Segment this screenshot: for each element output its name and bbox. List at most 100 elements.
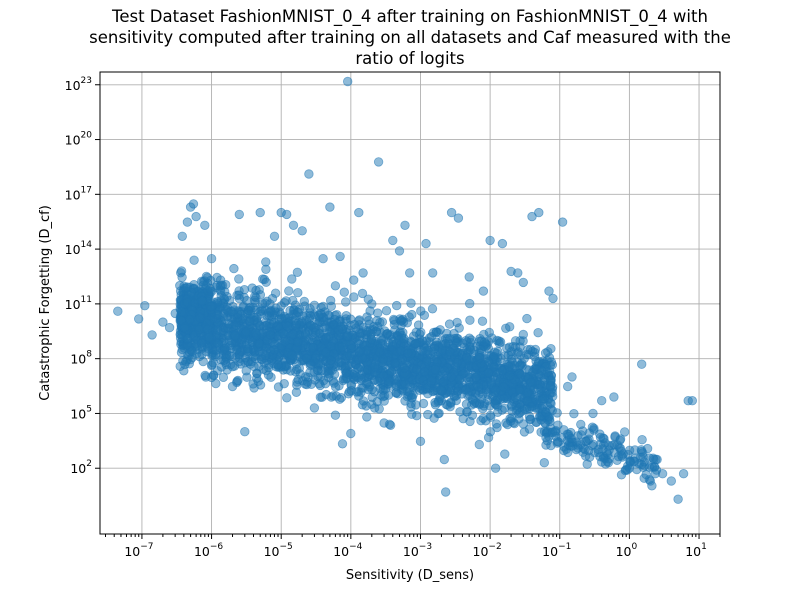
scatter-point (271, 303, 281, 313)
scatter-point (357, 400, 368, 410)
scatter-point (330, 281, 341, 291)
scatter-point (318, 254, 328, 264)
scatter-point (343, 389, 354, 399)
scatter-point (403, 348, 413, 358)
scatter-point (571, 437, 582, 447)
scatter-point (453, 213, 464, 223)
scatter-point (339, 287, 350, 297)
scatter-point (589, 425, 599, 435)
scatter-point (288, 220, 299, 231)
scatter-point (323, 368, 334, 378)
scatter-point (234, 290, 244, 300)
scatter-point (354, 347, 364, 357)
scatter-point (255, 207, 265, 218)
scatter-point (212, 272, 222, 283)
scatter-point (326, 355, 336, 366)
chart-title-line-3: ratio of logits (355, 49, 464, 68)
scatter-point (471, 372, 481, 382)
scatter-point (335, 251, 345, 262)
scatter-point (407, 392, 418, 403)
scatter-point (391, 388, 401, 398)
scatter-point (263, 370, 274, 380)
scatter-point (273, 360, 283, 370)
scatter-point (479, 337, 490, 347)
scatter-point (485, 427, 496, 437)
scatter-point (334, 357, 344, 367)
scatter-point (492, 422, 502, 433)
scatter-point (465, 344, 476, 355)
scatter-point (464, 272, 474, 282)
scatter-point (363, 294, 374, 304)
scatter-point (461, 385, 471, 395)
scatter-point (547, 427, 558, 437)
chart-title-line-2: sensitivity computed after training on a… (89, 28, 731, 47)
scatter-point (490, 385, 501, 395)
scatter-point (454, 323, 464, 333)
scatter-point (597, 396, 607, 406)
y-tick-label: 1023 (65, 76, 92, 93)
scatter-point (280, 336, 290, 347)
scatter-point (344, 350, 355, 361)
scatter-point (422, 356, 432, 366)
scatter-point (305, 360, 316, 371)
scatter-point (265, 330, 276, 340)
scatter-point (287, 350, 297, 360)
scatter-point (417, 346, 427, 356)
x-tick-label: 10−1 (542, 542, 571, 559)
scatter-point (182, 217, 193, 227)
scatter-point (189, 255, 199, 265)
scatter-point (140, 301, 150, 311)
scatter-point (541, 407, 551, 418)
scatter-point (181, 283, 191, 293)
scatter-point (519, 427, 530, 437)
scatter-point (542, 367, 552, 377)
scatter-point (164, 322, 175, 333)
y-tick-label: 105 (70, 404, 92, 421)
scatter-point (520, 404, 530, 414)
scatter-point (362, 312, 372, 322)
scatter-point (446, 207, 457, 218)
scatter-point (503, 350, 514, 360)
scatter-point (515, 336, 525, 346)
scatter-point (678, 469, 689, 479)
scatter-point (618, 449, 628, 459)
scatter-point (314, 310, 324, 321)
scatter-point (563, 429, 574, 440)
scatter-point (261, 350, 271, 361)
scatter-point (427, 304, 438, 314)
y-tick-label: 102 (70, 459, 92, 476)
scatter-point (411, 364, 422, 375)
scatter-point (490, 398, 500, 408)
scatter-point (638, 448, 648, 458)
scatter-point (516, 370, 526, 380)
scatter-point (282, 321, 293, 331)
scatter-point (533, 328, 543, 338)
scatter-point (544, 286, 554, 296)
scatter-point (369, 362, 380, 372)
scatter-point (518, 277, 529, 288)
scatter-point (504, 361, 514, 372)
scatter-point (376, 333, 386, 343)
scatter-point (288, 329, 298, 340)
scatter-point (540, 375, 550, 385)
scatter-point (477, 316, 488, 326)
scatter-point (625, 457, 635, 468)
scatter-point (407, 309, 417, 320)
scatter-point (147, 330, 157, 340)
scatter-point (620, 427, 630, 437)
scatter-point (218, 372, 229, 383)
scatter-point (439, 454, 450, 465)
scatter-point (341, 368, 351, 379)
scatter-point (379, 391, 390, 401)
scatter-point (341, 297, 351, 307)
scatter-point (372, 397, 382, 407)
scatter-point (269, 345, 280, 355)
data-points (113, 76, 698, 504)
scatter-point (196, 338, 207, 348)
scatter-point (343, 76, 353, 87)
scatter-point (500, 449, 510, 459)
scatter-point (446, 398, 456, 408)
scatter-point (337, 439, 348, 449)
scatter-point (262, 311, 272, 321)
scatter-point (302, 377, 313, 387)
